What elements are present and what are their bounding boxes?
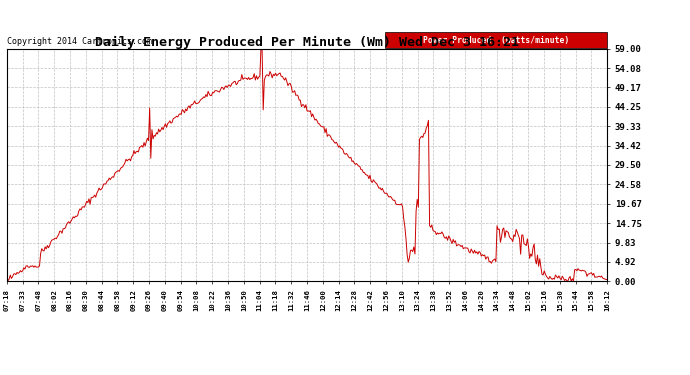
Text: Copyright 2014 Cartronics.com: Copyright 2014 Cartronics.com: [7, 38, 152, 46]
Title: Daily Energy Produced Per Minute (Wm) Wed Dec 3 16:21: Daily Energy Produced Per Minute (Wm) We…: [95, 36, 519, 49]
Text: Power Produced  (watts/minute): Power Produced (watts/minute): [423, 36, 569, 45]
FancyBboxPatch shape: [385, 33, 607, 48]
